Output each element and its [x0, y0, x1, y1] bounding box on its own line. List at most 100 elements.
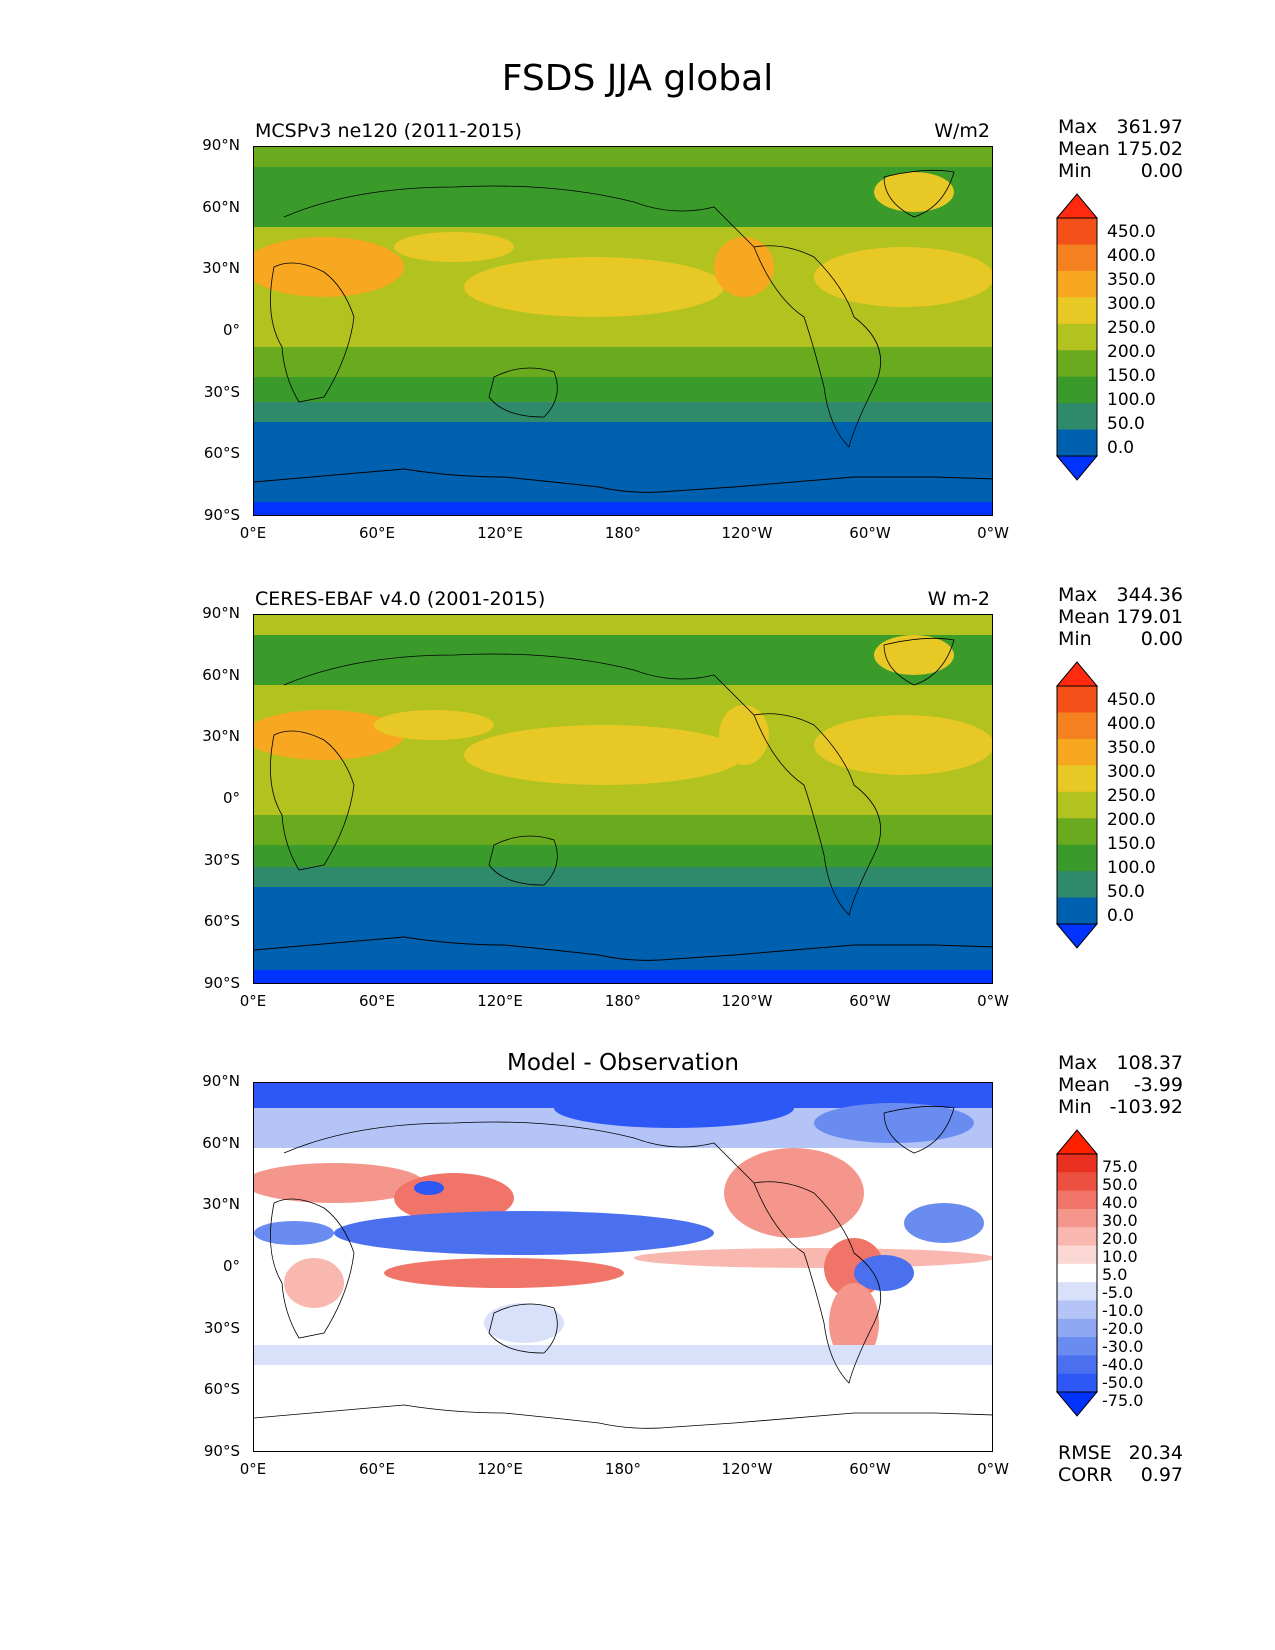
- ytick-label: 90°S: [203, 506, 240, 524]
- colorbar-label: 10.0: [1102, 1247, 1138, 1266]
- ytick-label: 90°N: [202, 1072, 240, 1090]
- colorbar-swatch: [1057, 297, 1097, 325]
- colorbar-label: 75.0: [1102, 1157, 1138, 1176]
- stat-min: 0.00: [1140, 628, 1183, 650]
- colorbar-swatch: [1057, 1154, 1097, 1173]
- colorbar-swatch: [1057, 765, 1097, 793]
- xtick-label: 0°W: [977, 524, 1009, 542]
- colorbar-swatch: [1057, 244, 1097, 272]
- colorbar-swatch: [1057, 738, 1097, 766]
- ytick-label: 30°S: [203, 383, 240, 401]
- ytick-label: 30°N: [202, 727, 240, 745]
- ytick-label: 30°S: [203, 851, 240, 869]
- xtick-label: 180°: [604, 1460, 642, 1478]
- colorbar-swatch: [1057, 1282, 1097, 1301]
- colorbar-label: 50.0: [1102, 1175, 1138, 1194]
- colorbar-extend-min: [1055, 923, 1099, 949]
- colorbar-swatch: [1057, 1227, 1097, 1247]
- colorbar-label: -30.0: [1102, 1337, 1144, 1356]
- colorbar-label: 450.0: [1107, 690, 1156, 710]
- colorbar-outline: [1056, 217, 1098, 457]
- corr-value: 0.97: [1140, 1464, 1183, 1486]
- stat-min-label: Min: [1058, 160, 1092, 182]
- colorbar-extend-max: [1055, 193, 1099, 219]
- xtick-label: 0°W: [977, 992, 1009, 1010]
- colorbar-swatch: [1057, 1337, 1097, 1356]
- colorbar-label: 250.0: [1107, 318, 1156, 338]
- ytick-label: 90°S: [203, 974, 240, 992]
- colorbar-label: -75.0: [1102, 1391, 1144, 1410]
- ytick-label: 90°N: [202, 604, 240, 622]
- stat-mean: -3.99: [1133, 1074, 1183, 1096]
- ytick-label: 0°: [222, 789, 240, 807]
- panel-obs-title: CERES-EBAF v4.0 (2001-2015): [255, 588, 546, 610]
- colorbar-swatch: [1057, 350, 1097, 378]
- stat-max-label: Max: [1058, 1052, 1098, 1074]
- colorbar-swatch: [1057, 686, 1097, 713]
- colorbar-extend-max: [1055, 661, 1099, 687]
- colorbar-label: 350.0: [1107, 270, 1156, 290]
- colorbar-swatch: [1057, 403, 1097, 431]
- colorbar-label: 200.0: [1107, 342, 1156, 362]
- xtick-label: 180°: [604, 992, 642, 1010]
- colorbar-swatch: [1057, 1208, 1097, 1228]
- map-obs: [253, 614, 993, 984]
- colorbar-swatch: [1057, 1373, 1097, 1393]
- colorbar-label: 300.0: [1107, 294, 1156, 314]
- stat-min-label: Min: [1058, 1096, 1092, 1118]
- colorbar-label: 0.0: [1107, 438, 1135, 458]
- stat-mean-label: Mean: [1058, 606, 1110, 628]
- colorbar-swatch: [1057, 897, 1097, 925]
- map-diff: [253, 1082, 993, 1452]
- ytick-label: 60°N: [202, 666, 240, 684]
- colorbar-extend-min: [1055, 455, 1099, 481]
- xtick-label: 120°E: [477, 524, 523, 542]
- rmse-value: 20.34: [1128, 1442, 1183, 1464]
- colorbar-label: 0.0: [1107, 906, 1135, 926]
- ytick-label: 60°S: [203, 912, 240, 930]
- xtick-label: 0°E: [239, 524, 267, 542]
- colorbar-swatch: [1057, 1318, 1097, 1338]
- stat-mean: 175.02: [1116, 138, 1183, 160]
- colorbar-label: 20.0: [1102, 1229, 1138, 1248]
- stat-min: 0.00: [1140, 160, 1183, 182]
- ytick-label: 60°S: [203, 444, 240, 462]
- colorbar-label: -5.0: [1102, 1283, 1134, 1302]
- colorbar-label: -20.0: [1102, 1319, 1144, 1338]
- stat-max-label: Max: [1058, 116, 1098, 138]
- stat-min-label: Min: [1058, 628, 1092, 650]
- colorbar-label: 150.0: [1107, 366, 1156, 386]
- rmse-label: RMSE: [1058, 1442, 1112, 1464]
- colorbar-swatch: [1057, 429, 1097, 457]
- corr-label: CORR: [1058, 1464, 1113, 1486]
- ytick-label: 0°: [222, 1257, 240, 1275]
- ytick-label: 60°N: [202, 1134, 240, 1152]
- colorbar-swatches: [1055, 661, 1099, 949]
- xtick-label: 60°E: [358, 992, 396, 1010]
- map-model: [253, 146, 993, 516]
- stat-max: 361.97: [1116, 116, 1183, 138]
- colorbar-label: 200.0: [1107, 810, 1156, 830]
- colorbar-obs: [1055, 661, 1099, 949]
- ytick-label: 90°N: [202, 136, 240, 154]
- colorbar-swatch: [1057, 218, 1097, 245]
- colorbar-outline: [1056, 1153, 1098, 1393]
- stat-mean: 179.01: [1116, 606, 1183, 628]
- xtick-label: 120°E: [477, 992, 523, 1010]
- xtick-label: 180°: [604, 524, 642, 542]
- colorbar-swatch: [1057, 1355, 1097, 1375]
- colorbar-label: -50.0: [1102, 1373, 1144, 1392]
- colorbar-label: 5.0: [1102, 1265, 1128, 1284]
- ytick-label: 30°N: [202, 1195, 240, 1213]
- colorbar-label: 150.0: [1107, 834, 1156, 854]
- colorbar-swatch: [1057, 1172, 1097, 1192]
- xtick-label: 0°E: [239, 1460, 267, 1478]
- colorbar-label: -40.0: [1102, 1355, 1144, 1374]
- panel-obs-stats: Max 344.36 Mean 179.01 Min 0.00: [1058, 584, 1183, 650]
- xtick-label: 60°E: [358, 1460, 396, 1478]
- xtick-label: 120°E: [477, 1460, 523, 1478]
- xtick-label: 120°W: [721, 992, 773, 1010]
- xtick-label: 120°W: [721, 524, 773, 542]
- colorbar-swatch: [1057, 376, 1097, 404]
- colorbar-label: 300.0: [1107, 762, 1156, 782]
